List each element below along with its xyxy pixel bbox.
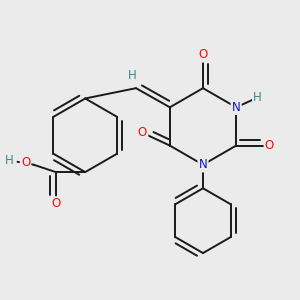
Text: H: H <box>253 91 262 104</box>
Text: O: O <box>51 197 60 210</box>
Text: N: N <box>232 101 241 114</box>
Text: O: O <box>198 48 208 62</box>
Text: N: N <box>199 158 207 171</box>
Text: O: O <box>21 156 30 169</box>
Text: O: O <box>138 126 147 140</box>
Text: H: H <box>5 154 14 167</box>
Text: H: H <box>128 69 137 82</box>
Text: O: O <box>265 139 274 152</box>
